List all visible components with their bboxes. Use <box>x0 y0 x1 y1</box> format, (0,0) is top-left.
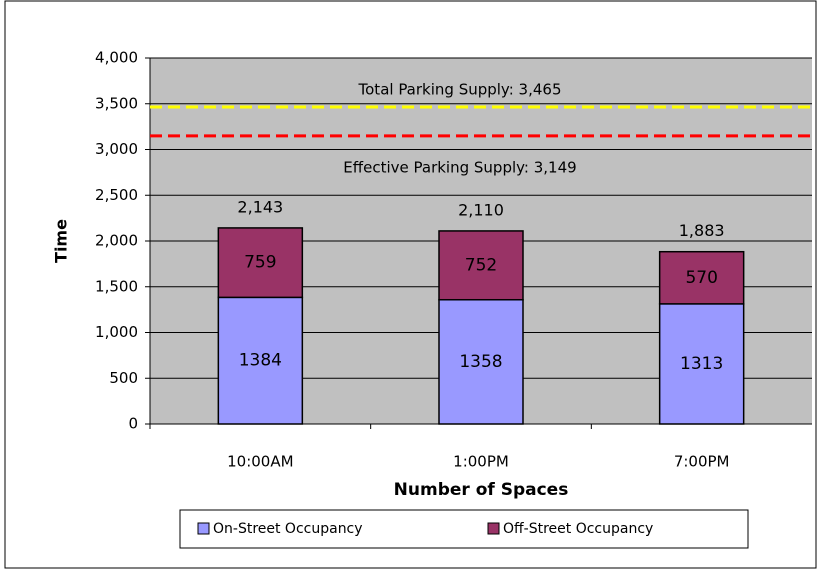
y-tick-label: 0 <box>128 415 138 433</box>
total-label: 1,883 <box>679 221 725 240</box>
legend <box>179 509 749 549</box>
y-tick-label: 500 <box>109 369 138 387</box>
y-axis-title: Time <box>52 219 71 263</box>
x-axis-title: Number of Spaces <box>394 480 569 500</box>
bar-segment <box>438 230 524 301</box>
y-tick-label: 2,500 <box>95 186 138 204</box>
y-tick-label: 4,000 <box>95 49 138 67</box>
total-label: 2,110 <box>458 200 504 219</box>
bar-segment <box>217 227 304 299</box>
total-label: 2,143 <box>237 197 283 216</box>
legend-swatch <box>487 522 500 535</box>
bar-segment <box>658 303 745 425</box>
legend-label: Off-Street Occupancy <box>503 521 653 537</box>
y-tick-label: 3,000 <box>95 140 138 158</box>
bar-segment <box>438 298 524 425</box>
data-label: 570 <box>685 268 717 288</box>
bar-segment <box>658 250 745 305</box>
y-tick-label: 1,000 <box>95 323 138 341</box>
legend-swatch <box>197 522 210 535</box>
legend-label: On-Street Occupancy <box>213 521 363 537</box>
x-tick-label: 7:00PM <box>674 453 730 471</box>
data-label: 752 <box>465 255 497 275</box>
data-label: 1313 <box>680 354 723 374</box>
data-label: 1358 <box>459 352 502 372</box>
reference-label: Total Parking Supply: 3,465 <box>358 80 562 98</box>
data-label: 1384 <box>239 351 282 371</box>
y-tick-label: 2,000 <box>95 232 138 250</box>
data-label: 759 <box>244 253 276 273</box>
bar-segment <box>217 296 304 425</box>
x-tick-label: 1:00PM <box>453 453 509 471</box>
reference-label: Effective Parking Supply: 3,149 <box>343 158 576 176</box>
x-tick-label: 10:00AM <box>227 453 293 471</box>
y-tick-label: 1,500 <box>95 277 138 295</box>
y-tick-label: 3,500 <box>95 94 138 112</box>
